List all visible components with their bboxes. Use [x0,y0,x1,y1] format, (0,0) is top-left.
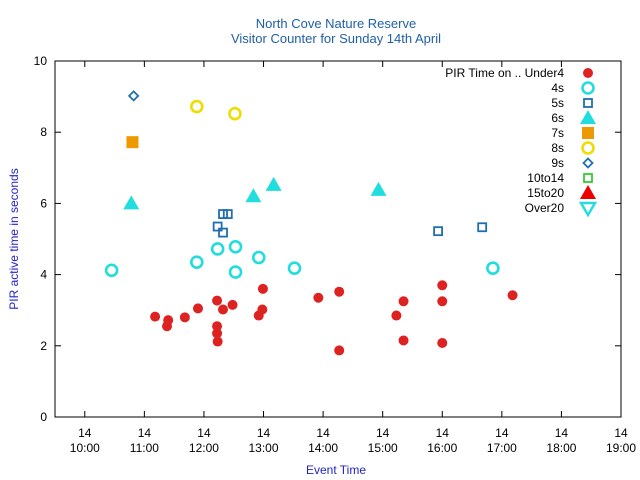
data-point-under4 [212,295,223,306]
data-point-4s [228,265,243,279]
data-point-under4 [334,345,345,356]
y-tick-label: 10 [34,54,48,68]
data-point-under4 [507,290,518,301]
data-point-5s [222,209,233,219]
x-tick-day: 14 [78,426,92,440]
data-point-4s [228,240,243,254]
x-tick-time: 10:00 [70,441,100,455]
axis-ticks: 02468101410:001411:001412:001413:001414:… [34,54,637,455]
legend-marker-10to14 [583,173,593,183]
x-tick-day: 14 [316,426,330,440]
legend-label: 7s [551,126,564,140]
legend-marker-7s [582,127,594,139]
legend-label: 9s [551,156,564,170]
data-points [104,90,518,356]
x-tick-time: 15:00 [368,441,398,455]
chart-title: North Cove Nature Reserve [256,16,416,31]
legend-marker-5s [583,98,593,108]
y-tick-label: 2 [40,339,47,353]
data-point-under4 [257,283,268,294]
x-tick-time: 19:00 [606,441,636,455]
legend-label: 6s [551,111,564,125]
data-point-under4 [437,280,448,291]
legend: PIR Time on .. Under44s5s6s7s8s9s10to141… [445,66,598,218]
x-tick-day: 14 [555,426,569,440]
data-point-5s [433,226,443,237]
data-point-under4 [163,315,174,326]
data-point-under4 [212,328,223,339]
legend-label: 5s [551,96,564,110]
y-tick-label: 6 [40,196,47,210]
x-tick-time: 11:00 [130,441,159,455]
legend-marker-15to20 [580,185,596,199]
data-point-under4 [257,304,268,315]
data-point-8s [189,99,204,114]
legend-label: 15to20 [527,186,564,200]
data-point-9s [127,90,140,102]
data-point-under4 [313,292,324,303]
legend-marker-9s [582,157,594,169]
x-tick-time: 14:00 [308,441,338,455]
x-tick-time: 12:00 [189,441,219,455]
data-point-8s [228,106,242,121]
data-point-under4 [437,296,448,307]
data-point-under4 [179,312,190,323]
x-tick-time: 13:00 [249,441,279,455]
data-point-5s [477,222,488,233]
y-axis-label: PIR active time in seconds [7,168,21,309]
x-tick-day: 14 [197,426,211,440]
data-point-6s [123,195,140,210]
data-point-under4 [212,336,223,347]
legend-label: 4s [551,81,564,95]
chart-subtitle: Visitor Counter for Sunday 14th April [231,31,441,46]
data-point-7s [126,136,139,149]
data-point-6s [265,176,282,191]
x-axis-label: Event Time [306,463,366,477]
data-point-4s [287,261,302,275]
data-point-4s [189,255,204,269]
legend-label: 8s [551,141,564,155]
y-tick-label: 4 [40,268,47,282]
data-point-4s [210,242,225,256]
legend-marker-over20 [578,201,598,218]
data-point-under4 [391,310,402,321]
data-point-under4 [334,286,345,297]
data-point-under4 [437,337,448,348]
data-point-under4 [192,303,203,314]
legend-label: PIR Time on .. Under4 [445,66,564,80]
data-point-under4 [218,304,229,315]
legend-marker-8s [581,141,595,155]
data-point-4s [486,261,500,275]
data-point-under4 [212,321,223,332]
data-point-under4 [227,299,238,310]
legend-marker-under4 [583,68,593,78]
legend-label: 10to14 [527,171,564,185]
x-tick-day: 14 [495,426,509,440]
legend-marker-6s [580,110,596,124]
data-point-under4 [398,335,409,346]
x-tick-day: 14 [257,426,271,440]
x-tick-time: 18:00 [546,441,576,455]
data-point-6s [245,188,262,203]
data-point-5s [212,221,223,232]
legend-marker-4s [581,81,595,95]
plot-area [54,60,622,418]
x-tick-time: 17:00 [487,441,517,455]
data-point-under4 [150,311,161,322]
legend-label: Over20 [525,201,565,215]
data-point-under4 [398,296,409,307]
data-point-4s [104,263,119,278]
data-point-6s [370,181,387,196]
data-point-4s [251,250,266,265]
x-tick-day: 14 [614,426,628,440]
x-tick-time: 16:00 [427,441,457,455]
x-tick-day: 14 [138,426,152,440]
y-tick-label: 8 [40,125,47,139]
data-point-5s [218,227,228,238]
y-tick-label: 0 [40,410,47,424]
x-tick-day: 14 [436,426,450,440]
x-tick-day: 14 [376,426,390,440]
